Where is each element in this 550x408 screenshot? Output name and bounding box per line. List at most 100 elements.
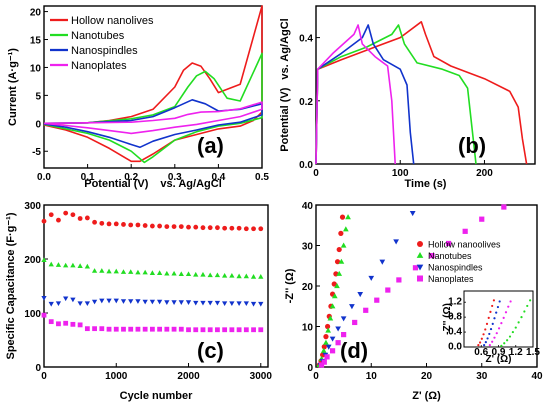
inset-data-point bbox=[484, 328, 487, 331]
cv-curve-nanospindles bbox=[43, 99, 263, 149]
inset-data-point bbox=[504, 311, 508, 314]
inset-data-point bbox=[486, 337, 489, 340]
data-point bbox=[48, 261, 54, 267]
data-point bbox=[92, 219, 97, 225]
data-point bbox=[113, 221, 119, 227]
inset-data-point bbox=[479, 341, 482, 344]
series-nanotubes bbox=[41, 257, 264, 279]
data-point bbox=[193, 271, 199, 277]
panel-d: 0 10 20 30 40 0 10 20 30 40 Hollow nanoolivesNanot… bbox=[284, 201, 543, 402]
legend-marker-nanospindles bbox=[416, 264, 424, 271]
cv-curve-hollow-nanolives bbox=[43, 5, 263, 163]
data-point bbox=[149, 326, 155, 332]
x-tick-label: 200 bbox=[476, 168, 493, 179]
inset-data-point bbox=[529, 299, 532, 302]
data-point bbox=[327, 315, 334, 321]
x-tick-label: 40 bbox=[531, 371, 543, 382]
data-point bbox=[323, 334, 329, 340]
data-point bbox=[251, 226, 256, 232]
data-point bbox=[193, 224, 199, 230]
data-point bbox=[243, 301, 249, 307]
x-tick-label: 0.0 bbox=[37, 172, 51, 183]
data-point bbox=[128, 299, 134, 304]
inset-data-point bbox=[495, 311, 498, 314]
data-point bbox=[207, 327, 213, 333]
data-point bbox=[157, 326, 163, 332]
data-point bbox=[243, 327, 249, 333]
y-tick-label: 0 bbox=[307, 363, 313, 374]
inset-data-point bbox=[491, 322, 494, 325]
data-point bbox=[207, 225, 213, 231]
data-point bbox=[142, 223, 148, 228]
inset-data-point bbox=[488, 344, 491, 347]
data-point bbox=[171, 300, 177, 305]
inset-data-point bbox=[520, 316, 523, 319]
data-point bbox=[77, 322, 83, 328]
data-point bbox=[142, 326, 148, 332]
data-point bbox=[336, 270, 343, 276]
data-point bbox=[412, 265, 419, 271]
data-point bbox=[56, 321, 61, 327]
inset-data-point bbox=[511, 330, 514, 334]
inset-y-tick-label: 0.0 bbox=[448, 342, 462, 353]
data-point bbox=[193, 300, 199, 306]
x-tick-label: 20 bbox=[421, 371, 433, 382]
data-point bbox=[335, 326, 341, 332]
data-point bbox=[409, 211, 416, 217]
data-point bbox=[393, 239, 399, 245]
y-tick-label: 200 bbox=[24, 255, 41, 266]
data-point bbox=[329, 336, 336, 342]
legend-label: Nanotubes bbox=[71, 30, 125, 42]
legend-label: Nanoplates bbox=[71, 60, 127, 72]
series-nanospindles bbox=[317, 211, 416, 368]
inset-data-point bbox=[483, 344, 486, 347]
inset-data-point bbox=[506, 339, 509, 342]
data-point bbox=[128, 269, 134, 274]
data-point bbox=[55, 262, 62, 267]
y-tick-label: 5 bbox=[35, 91, 41, 102]
data-point bbox=[229, 225, 235, 231]
data-point bbox=[222, 225, 228, 231]
panel-a: 0.0 0.1 0.2 0.3 0.4 0.5 -5 0 5 10 15 20 Hollow nanol… bbox=[7, 5, 269, 190]
inset-data-point bbox=[482, 333, 485, 336]
data-point bbox=[340, 316, 347, 322]
legend-label: Hollow nanoolives bbox=[428, 240, 501, 250]
data-point bbox=[84, 215, 90, 221]
data-point bbox=[77, 263, 83, 268]
data-point bbox=[258, 301, 264, 307]
data-point bbox=[178, 300, 184, 305]
data-point bbox=[338, 230, 344, 236]
inset-data-point bbox=[484, 341, 487, 344]
inset-frame bbox=[463, 290, 534, 348]
x-axis-label: Time (s) bbox=[405, 178, 447, 190]
data-point bbox=[128, 222, 134, 228]
y-tick-label: 0.2 bbox=[299, 97, 313, 108]
data-point bbox=[164, 270, 170, 276]
data-point bbox=[324, 354, 330, 360]
data-point bbox=[258, 327, 264, 333]
inset-y-tick-label: 1.2 bbox=[448, 297, 462, 308]
data-point bbox=[164, 326, 170, 332]
data-point bbox=[214, 272, 221, 278]
data-point bbox=[357, 292, 364, 298]
x-tick-label: 0 bbox=[313, 168, 319, 179]
data-point bbox=[186, 224, 191, 230]
y-axis-label-main: Potential (V) bbox=[279, 87, 291, 152]
inset-data-point bbox=[523, 310, 526, 313]
data-point bbox=[135, 269, 141, 275]
data-point bbox=[258, 274, 264, 279]
panel-label: (a) bbox=[197, 133, 224, 158]
data-point bbox=[321, 359, 327, 365]
data-point bbox=[236, 327, 242, 333]
data-point bbox=[77, 216, 83, 221]
inset-data-point bbox=[500, 322, 503, 325]
series-nanospindles bbox=[41, 295, 264, 307]
data-point bbox=[462, 228, 468, 234]
data-point bbox=[338, 258, 345, 264]
data-point bbox=[207, 300, 213, 306]
data-point bbox=[48, 212, 54, 218]
data-point bbox=[41, 218, 47, 224]
x-axis-label: Potential (V) vs. Ag/AgCl bbox=[84, 178, 222, 190]
data-point bbox=[250, 274, 257, 279]
inset-data-point bbox=[485, 322, 489, 325]
